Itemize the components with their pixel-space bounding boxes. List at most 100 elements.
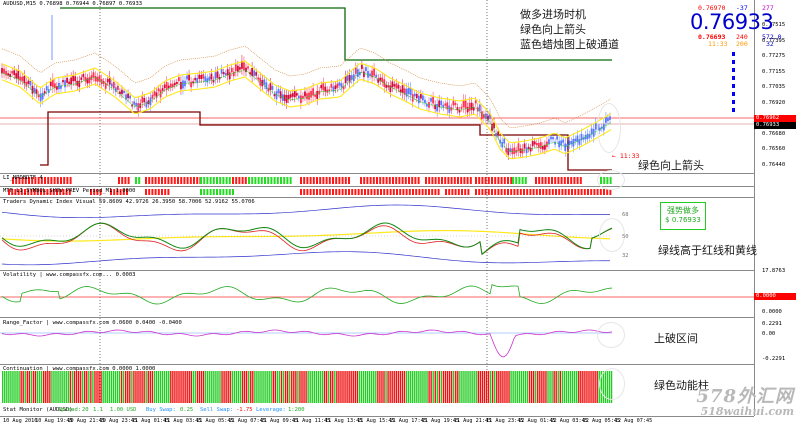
time-axis-tick: 11 Aug 11:45 [292, 418, 331, 424]
tdi-signal-price: $ 0.76933 [665, 216, 701, 224]
level-marker [732, 52, 735, 56]
arrows-indicator-label: LI_NRDBDTF 4 [3, 175, 43, 181]
watermark-line1: 578外汇网 [696, 386, 794, 407]
volatility-pane[interactable] [0, 271, 754, 317]
quote-count: 32 [766, 40, 774, 48]
price-axis-tick: 0.77515 [762, 22, 786, 28]
price-axis-tick: 0.77035 [762, 84, 786, 90]
level-marker [732, 60, 735, 64]
highlight-ellipse-arrows [597, 170, 625, 190]
price-axis-tick: 0.76680 [762, 130, 786, 137]
range-axis-mid: 0.00 [762, 331, 776, 337]
volatility-axis-top: 17.8763 [762, 268, 786, 274]
quote-high: 0.76970 [698, 4, 726, 12]
time-axis-tick: 11 Aug 05:45 [196, 418, 234, 424]
tdi-level-50: 50 [622, 234, 629, 240]
arrows-annotation: 绿色向上箭头 [638, 159, 704, 172]
range-axis-top: 0.2291 [762, 321, 782, 327]
stat-buy-swap-value: 0.25 [180, 407, 194, 413]
continuation-annotation: 绿色动能柱 [654, 379, 709, 392]
quote-panel: 0.76970 -37 277 0.76933 0.76693 240 572.… [686, 4, 796, 52]
price-axis-tick: 0.77275 [762, 53, 786, 59]
entry-annotation-line3: 蓝色蜡烛图上破通道 [520, 38, 619, 51]
volatility-axis-mid: 0.0000 [754, 293, 796, 300]
highlight-ellipse-tdi [599, 218, 625, 252]
price-axis[interactable] [754, 0, 799, 416]
main-chart-pane[interactable] [0, 0, 754, 173]
stat-value2: 1.1 [93, 407, 103, 413]
range-factor-label: Range_Factor | www.compassfx.com 0.0600 … [3, 320, 182, 326]
stat-sell-swap-label: Sell Swap: [200, 407, 234, 413]
quote-low: 0.76693 [698, 33, 726, 41]
stat-monitor-bar: Stat Monitor (AUDUSD) Spread: 20 1.1 1.0… [0, 404, 754, 416]
quote-pips: 240 [736, 33, 748, 41]
highlight-ellipse-range [597, 322, 625, 348]
level-marker [732, 76, 735, 80]
time-axis[interactable] [0, 416, 754, 427]
quote-big-price: 0.76933 [690, 10, 774, 34]
mtf-indicator-label: MTF_LI_SYMBOL_SHOW_PREV Period_M1 1.0000 [3, 188, 136, 194]
stat-title: Stat Monitor (AUDUSD) [3, 407, 73, 413]
pane-separator[interactable] [0, 173, 754, 174]
quote-change: -37 [736, 4, 748, 12]
entry-annotation-line2: 绿色向上箭头 [520, 23, 586, 36]
pane-separator[interactable] [0, 197, 754, 198]
price-tag-bid-line: 0.76962 [754, 115, 796, 122]
entry-annotation-line1: 做多进场时机 [520, 8, 586, 21]
range-axis-bot: -0.2291 [762, 356, 786, 362]
stat-leverage-value: 1:200 [288, 407, 305, 413]
pane-separator[interactable] [0, 364, 754, 365]
time-axis-tick: 12 Aug 07:45 [614, 418, 653, 424]
pane-separator[interactable] [0, 317, 754, 318]
time-axis-tick: 10 Aug 19:45 [35, 418, 73, 424]
time-axis-tick: 11 Aug 09:45 [260, 418, 299, 424]
pane-separator[interactable] [0, 186, 754, 187]
price-axis-tick: 0.76440 [762, 161, 786, 168]
range-factor-pane[interactable] [0, 318, 754, 364]
time-axis-tick: 11 Aug 19:45 [421, 418, 460, 424]
time-axis-tick: 12 Aug 05:45 [582, 418, 621, 424]
bar-timer: ← 11:33 [612, 152, 640, 160]
price-axis-tick: 0.76920 [762, 99, 786, 106]
level-marker [732, 100, 735, 104]
stat-lots: 1.00 USD [110, 407, 137, 413]
quote-time: 11:33 [708, 40, 728, 48]
range-annotation: 上破区间 [654, 332, 698, 345]
level-marker [732, 108, 735, 112]
stat-spread-value: 20 [82, 407, 89, 413]
time-axis-tick: 11 Aug 01:45 [131, 418, 170, 424]
level-marker [732, 92, 735, 96]
tdi-level-68: 68 [622, 212, 629, 218]
stat-spread-label: Spread: [58, 407, 82, 413]
time-axis-tick: 11 Aug 15:45 [357, 418, 395, 424]
watermark: 578外汇网 518waihui.com [662, 382, 794, 418]
quote-value: 572.0 [762, 33, 782, 41]
volatility-label: Volatility | www.compassfx.com... 0.0003 [3, 272, 136, 278]
time-axis-tick: 12 Aug 01:45 [518, 418, 556, 424]
volatility-axis-bot: 0.0000 [762, 309, 782, 315]
tdi-indicator-label: Traders Dynamic Index Visual 59.8609 42.… [3, 199, 255, 205]
quote-range: 277 [762, 4, 774, 12]
highlight-ellipse-continuation [599, 368, 625, 400]
highlight-ellipse-main [597, 103, 621, 153]
time-axis-tick: 11 Aug 03:45 [164, 418, 202, 424]
tdi-annotation: 绿线高于红线和黄线 [658, 244, 757, 257]
price-axis-tick: 0.76560 [762, 146, 786, 152]
price-axis-tick: 0.77395 [762, 37, 786, 44]
time-axis-tick: 11 Aug 13:45 [325, 418, 363, 424]
tdi-signal-badge: 强势做多 $ 0.76933 [660, 202, 706, 230]
quote-spread: 200 [736, 40, 748, 48]
time-axis-tick: 10 Aug 21:45 [67, 418, 105, 424]
pane-separator[interactable] [0, 270, 754, 271]
stat-buy-swap-label: Buy Swap: [146, 407, 176, 413]
tdi-signal-title: 强势做多 [667, 206, 699, 215]
price-axis-tick: 0.77155 [762, 68, 786, 75]
time-axis-tick: 11 Aug 07:45 [228, 418, 266, 424]
stat-leverage-label: Leverage: [256, 407, 286, 413]
chart-symbol-header: AUDUSD,M15 0.76898 0.76944 0.76897 0.769… [3, 1, 143, 7]
watermark-line2: 518waihui.com [700, 405, 794, 418]
time-axis-tick: 12 Aug 03:45 [550, 418, 588, 424]
level-marker [732, 68, 735, 72]
